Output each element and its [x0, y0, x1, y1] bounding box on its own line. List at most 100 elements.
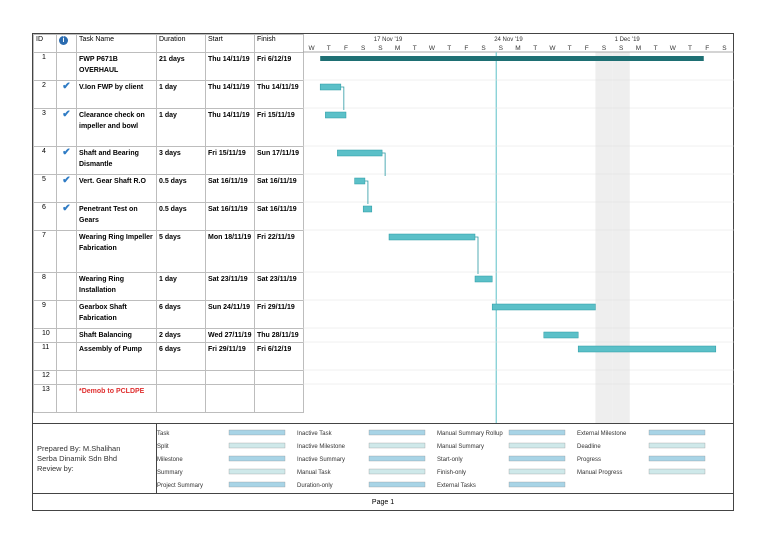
table-row[interactable]: 2 ✔ V.Ion FWP by client 1 day Thu 14/11/19 Th…	[33, 80, 304, 109]
task-indicator-cell: ✔	[56, 174, 77, 203]
day-label: S	[481, 45, 486, 52]
task-finish: Fri 15/11/19	[254, 108, 304, 147]
task-start: Wed 27/11/19	[205, 328, 255, 343]
table-row[interactable]: 1 FWP P671B OVERHAUL 21 days Thu 14/11/19 Fr…	[33, 52, 304, 81]
dependency-arrow	[340, 86, 345, 110]
task-name: Gearbox Shaft Fabrication	[76, 300, 157, 329]
task-indicator-cell	[56, 300, 77, 329]
task-start: Fri 29/11/19	[205, 342, 255, 371]
task-name: Clearance check on impeller and bowl	[76, 108, 157, 147]
legend-swatch	[368, 455, 426, 462]
task-start	[205, 384, 255, 413]
legend-label: Manual Task	[297, 470, 332, 476]
legend-label: Start-only	[437, 457, 463, 463]
task-duration: 2 days	[156, 328, 206, 343]
task-bar	[325, 111, 347, 119]
checkmark-icon: ✔	[62, 81, 71, 92]
task-name: V.Ion FWP by client	[76, 80, 157, 109]
legend-label: Split	[157, 444, 169, 450]
legend-swatch	[228, 468, 286, 475]
table-row[interactable]: 7 Wearing Ring Impeller Fabrication 5 days…	[33, 230, 304, 273]
task-finish: Fri 22/11/19	[254, 230, 304, 273]
weekend-shade	[612, 52, 630, 423]
legend-label: Summary	[157, 470, 183, 476]
table-row[interactable]: 10 Shaft Balancing 2 days Wed 27/11/19 Thu 2…	[33, 328, 304, 343]
task-bar	[577, 345, 717, 353]
table-header: ID i Task Name Duration Start Finish	[33, 34, 304, 53]
task-name: Assembly of Pump	[76, 342, 157, 371]
table-row[interactable]: 3 ✔ Clearance check on impeller and bowl 1 …	[33, 108, 304, 147]
task-bar	[354, 177, 366, 185]
legend-swatch	[508, 455, 566, 462]
gantt-chart: W T F S S M T W T F S S M T W T F S S M T W T F S 17 Nov '19 24 No…	[303, 37, 734, 423]
table-row[interactable]: 9 Gearbox Shaft Fabrication 6 days Sun 24/1…	[33, 300, 304, 329]
task-indicator-cell: ✔	[56, 80, 77, 109]
col-duration: Duration	[156, 34, 206, 53]
legend-swatch	[228, 442, 286, 449]
day-label: F	[464, 45, 468, 52]
legend-label: External Milestone	[577, 431, 627, 437]
weekend-shade	[595, 52, 613, 423]
task-name: Penetrant Test on Gears	[76, 202, 157, 231]
task-id: 8	[33, 272, 57, 301]
day-label: S	[361, 45, 366, 52]
task-duration: 6 days	[156, 342, 206, 371]
table-row[interactable]: 8 Wearing Ring Installation 1 day Sat 23/11…	[33, 272, 304, 301]
task-indicator-cell	[56, 328, 77, 343]
legend-label: Finish-only	[437, 470, 466, 476]
table-row[interactable]: 6 ✔ Penetrant Test on Gears 0.5 days Sat 16/…	[33, 202, 304, 231]
task-bar	[319, 83, 342, 91]
task-start: Thu 14/11/19	[205, 80, 255, 109]
legend-divider	[156, 424, 157, 494]
table-row[interactable]: 12	[33, 370, 304, 385]
day-label: T	[533, 45, 537, 52]
day-label: M	[515, 45, 520, 52]
task-finish	[254, 384, 304, 413]
day-label: T	[688, 45, 692, 52]
task-name: Vert. Gear Shaft R.O	[76, 174, 157, 203]
task-duration: 5 days	[156, 230, 206, 273]
legend-swatch	[228, 481, 286, 488]
task-bar	[491, 303, 596, 311]
day-label: W	[429, 45, 436, 52]
table-row[interactable]: 11 Assembly of Pump 6 days Fri 29/11/19 Fri …	[33, 342, 304, 371]
legend-swatch	[368, 481, 426, 488]
legend-symbols: Task Split Milestone Summary Project Summary…	[157, 429, 706, 489]
day-label: W	[670, 45, 677, 52]
task-duration: 1 day	[156, 80, 206, 109]
task-finish: Sat 23/11/19	[254, 272, 304, 301]
legend-label: Manual Summary	[437, 444, 484, 450]
table-row[interactable]: 5 ✔ Vert. Gear Shaft R.O 0.5 days Sat 16/11/…	[33, 174, 304, 203]
task-table: ID i Task Name Duration Start Finish 1 FW…	[33, 34, 304, 413]
task-indicator-cell	[56, 370, 77, 385]
col-task-name: Task Name	[76, 34, 157, 53]
checkmark-icon: ✔	[62, 147, 71, 158]
legend-swatch	[228, 455, 286, 462]
summary-bar	[320, 56, 704, 61]
dependency-arrow	[475, 236, 479, 274]
checkmark-icon: ✔	[62, 109, 71, 120]
prepared-by: Prepared By: M.Shalihan	[37, 444, 121, 453]
legend-swatch	[508, 429, 566, 436]
task-finish: Thu 14/11/19	[254, 80, 304, 109]
day-label: S	[378, 45, 383, 52]
day-label: T	[447, 45, 451, 52]
task-finish: Fri 29/11/19	[254, 300, 304, 329]
week-label: 24 Nov '19	[494, 37, 523, 43]
legend-label: Milestone	[157, 457, 183, 463]
table-row[interactable]: 13 *Demob to PCLDPE	[33, 384, 304, 413]
checkmark-icon: ✔	[62, 175, 71, 186]
task-duration: 0.5 days	[156, 174, 206, 203]
day-label: M	[636, 45, 641, 52]
dependency-arrow	[382, 152, 386, 176]
task-indicator-cell	[56, 230, 77, 273]
task-duration: 3 days	[156, 146, 206, 175]
day-label: S	[499, 45, 504, 52]
day-label: W	[309, 45, 316, 52]
task-start: Fri 15/11/19	[205, 146, 255, 175]
task-id: 4	[33, 146, 57, 175]
day-label: M	[395, 45, 400, 52]
table-row[interactable]: 4 ✔ Shaft and Bearing Dismantle 3 days Fri 1…	[33, 146, 304, 175]
day-label: W	[549, 45, 556, 52]
dependency-arrow	[364, 180, 369, 204]
